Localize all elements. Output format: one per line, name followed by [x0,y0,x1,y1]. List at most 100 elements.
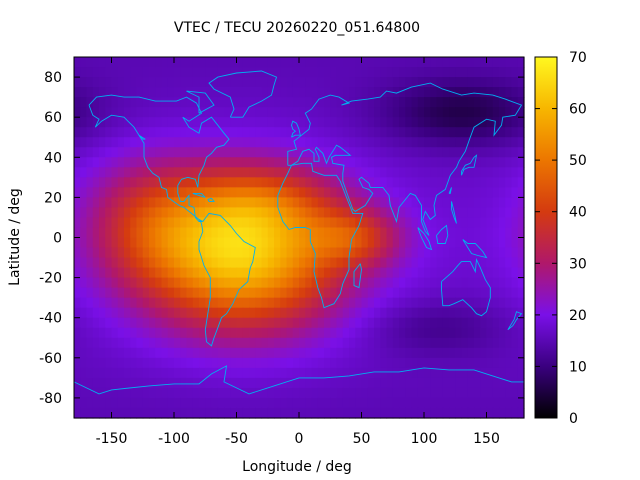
heatmap-cell [286,157,294,168]
heatmap-cell [449,147,456,158]
heatmap-cell [136,387,144,399]
heatmap-cell [286,97,294,108]
heatmap-cell [92,127,100,138]
heatmap-cell [192,397,200,409]
heatmap-cell [142,207,150,219]
heatmap-cell [192,77,200,88]
heatmap-cell [336,177,344,188]
heatmap-cell [242,317,250,329]
heatmap-cell [405,107,413,118]
heatmap-cell [186,197,194,209]
heatmap-cell [405,127,413,138]
heatmap-cell [311,397,319,409]
heatmap-cell [274,407,281,419]
y-tick-label: -20 [39,271,62,287]
heatmap-cell [280,117,288,128]
heatmap-cell [442,407,450,419]
heatmap-cell [267,157,275,168]
heatmap-cell [167,347,175,359]
heatmap-cell [355,217,363,229]
heatmap-cell [167,87,175,98]
heatmap-cell [411,347,419,359]
heatmap-cell [305,377,313,389]
heatmap-cell [380,197,388,209]
heatmap-cell [411,237,419,249]
heatmap-cell [149,197,156,209]
heatmap-cell [292,167,300,178]
heatmap-cell [74,357,81,369]
heatmap-cell [436,397,444,409]
heatmap-cell [299,397,306,409]
heatmap-cell [455,247,463,259]
heatmap-cell [349,57,356,68]
heatmap-cell [399,387,406,399]
heatmap-cell [249,347,256,359]
heatmap-cell [430,357,438,369]
heatmap-cell [155,347,163,359]
heatmap-cell [280,107,288,118]
heatmap-cell [280,127,288,138]
heatmap-cell [180,207,188,219]
heatmap-cell [249,407,256,419]
heatmap-cell [374,387,381,399]
heatmap-cell [492,267,500,279]
heatmap-cell [436,407,444,419]
heatmap-cell [342,317,350,329]
heatmap-cell [286,337,294,349]
heatmap-cell [211,267,219,279]
heatmap-cell [236,117,244,128]
heatmap-cell [299,107,306,118]
heatmap-cell [349,227,356,239]
heatmap-cell [505,127,513,138]
heatmap-cell [499,77,506,88]
heatmap-cell [436,57,444,68]
heatmap-cell [230,387,238,399]
heatmap-cell [330,117,338,128]
heatmap-cell [405,147,413,158]
heatmap-cell [261,207,269,219]
heatmap-cell [330,367,338,379]
heatmap-cell [449,197,456,209]
heatmap-cell [236,137,244,148]
heatmap-cell [455,287,463,299]
heatmap-cell [342,357,350,369]
heatmap-cell [99,107,106,118]
heatmap-cell [442,297,450,309]
heatmap-cell [442,117,450,128]
heatmap-cell [424,297,431,309]
heatmap-cell [455,297,463,309]
heatmap-cell [211,387,219,399]
heatmap-cell [492,187,500,198]
coastline [461,154,478,176]
heatmap-cell [280,67,288,78]
heatmap-cell [280,167,288,178]
heatmap-cell [280,277,288,289]
heatmap-cell [142,267,150,279]
heatmap-cell [149,247,156,259]
heatmap-cell [92,397,100,409]
heatmap-cell [136,257,144,269]
heatmap-cell [117,187,125,198]
heatmap-cell [105,367,113,379]
heatmap-cell [411,77,419,88]
chart-title: VTEC / TECU 20260220_051.64800 [174,20,420,36]
heatmap-cell [124,177,131,188]
heatmap-cell [230,367,238,379]
heatmap-cell [424,247,431,259]
heatmap-cell [186,407,194,419]
heatmap-cell [249,357,256,369]
heatmap-cell [92,217,100,229]
heatmap-cell [417,177,425,188]
heatmap-cell [86,297,94,309]
heatmap-cell [99,167,106,178]
heatmap-cell [249,237,256,249]
heatmap-cell [217,167,225,178]
heatmap-cell [436,137,444,148]
heatmap-cell [299,57,306,68]
heatmap-cell [105,227,113,239]
heatmap-cell [311,167,319,178]
heatmap-cell [467,147,475,158]
heatmap-cell [442,267,450,279]
heatmap-cell [167,267,175,279]
coastline [417,227,433,251]
